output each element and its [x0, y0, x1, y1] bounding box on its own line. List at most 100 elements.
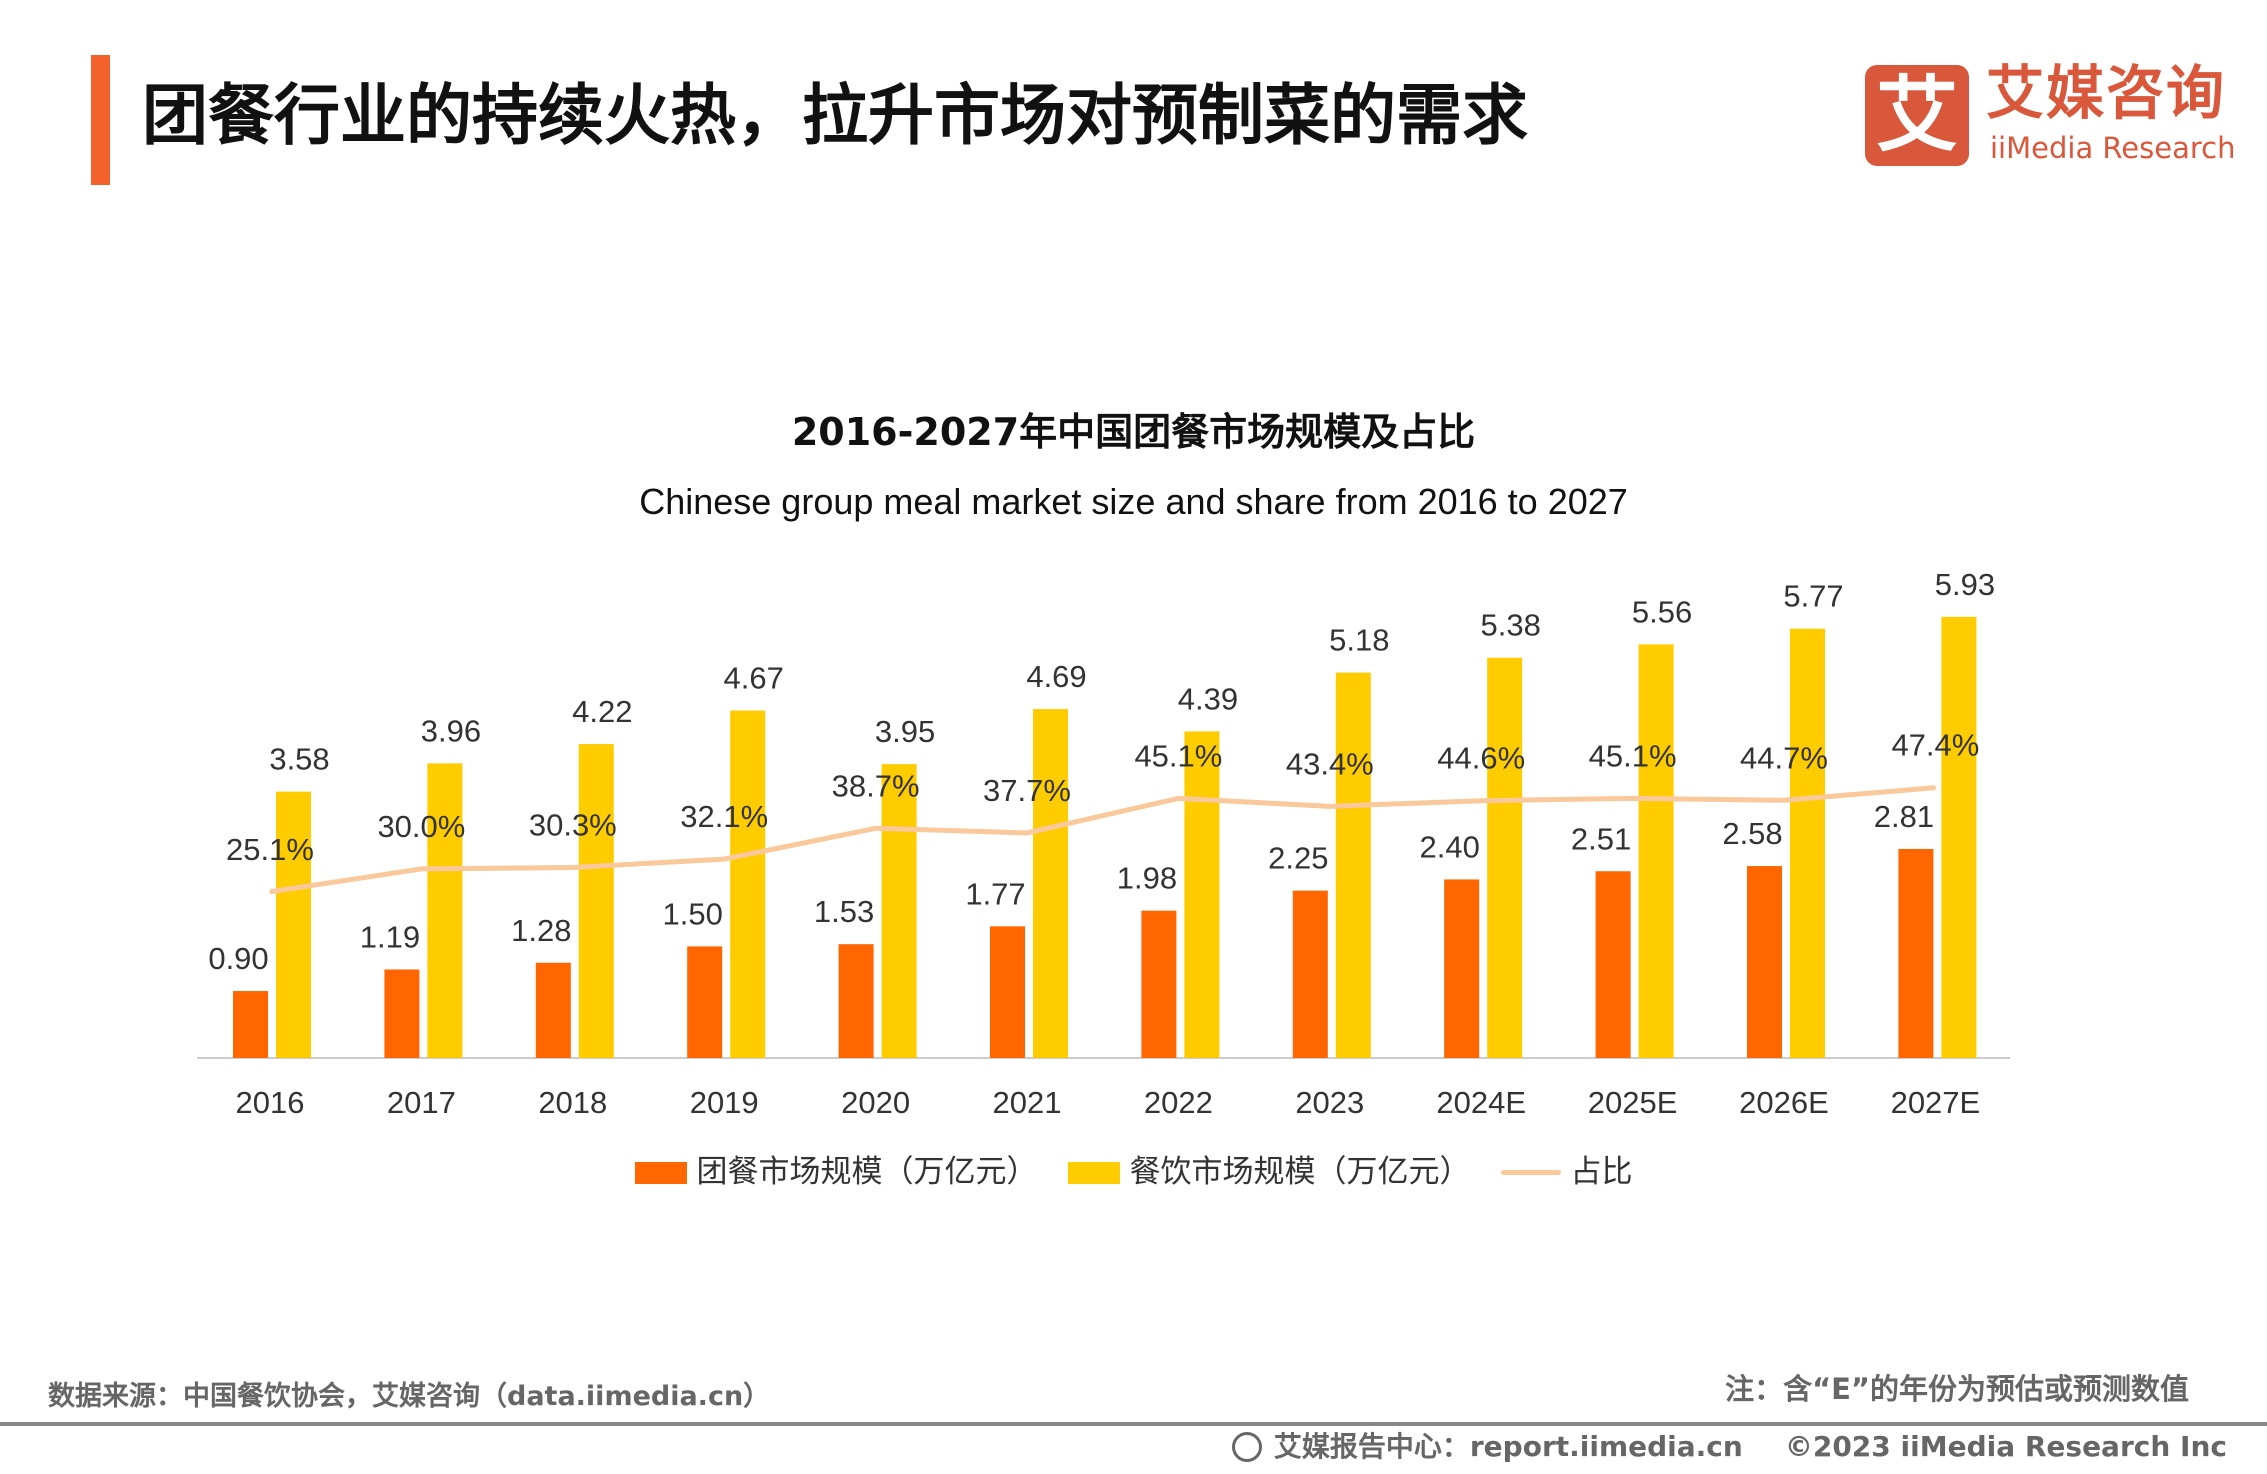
legend-label: 占比: [1570, 1154, 1633, 1190]
share-point: [420, 867, 423, 870]
data-label: 2.25: [1268, 841, 1328, 876]
legend: 团餐市场规模（万亿元） 餐饮市场规模（万亿元） 占比: [0, 1154, 2267, 1191]
legend-swatch: [634, 1161, 687, 1184]
logo-text-en: iiMedia Research: [1990, 131, 2236, 165]
legend-item-catering: 餐饮市场规模（万亿元）: [1067, 1154, 1471, 1191]
share-point: [571, 866, 574, 869]
share-point: [723, 858, 726, 861]
data-label: 3.58: [269, 742, 329, 777]
data-label: 5.93: [1935, 567, 1995, 602]
data-label: 4.22: [572, 694, 632, 729]
data-label: 1.28: [511, 913, 571, 948]
x-tick-label: 2017: [387, 1085, 456, 1120]
bar-group-meal: [1141, 910, 1177, 1058]
share-point: [1480, 799, 1483, 802]
data-label: 3.95: [875, 714, 935, 749]
bar-group-meal: [1898, 848, 1934, 1058]
bar-catering: [1184, 731, 1220, 1058]
share-point: [269, 890, 271, 893]
data-label: 4.39: [1178, 681, 1238, 716]
logo-mark: 艾: [1865, 65, 1969, 166]
data-label: 1.77: [965, 876, 1025, 911]
bar-group-meal: [384, 969, 420, 1058]
data-label: 1.50: [663, 896, 723, 931]
data-label: 4.67: [724, 661, 784, 696]
share-label: 25.1%: [226, 832, 314, 867]
share-label: 38.7%: [832, 768, 920, 803]
data-label: 1.19: [360, 919, 420, 954]
share-label: 43.4%: [1286, 746, 1374, 781]
share-label: 30.0%: [377, 809, 465, 844]
data-label: 2.58: [1722, 816, 1782, 851]
x-tick-label: 2025E: [1588, 1085, 1678, 1120]
bar-catering: [1790, 628, 1825, 1058]
footer: 艾媒报告中心：report.iimedia.cn ©2023 iiMedia R…: [1231, 1430, 2227, 1463]
share-label: 45.1%: [1589, 738, 1677, 773]
source-text: 数据来源：中国餐饮协会，艾媒咨询（data.iimedia.cn）: [48, 1381, 771, 1412]
data-label: 4.69: [1026, 659, 1086, 694]
footer-divider: [0, 1422, 2267, 1426]
title-accent-bar: [91, 55, 110, 185]
data-label: 5.56: [1632, 594, 1692, 629]
legend-label: 团餐市场规模（万亿元）: [696, 1154, 1038, 1190]
bar-catering: [1335, 672, 1371, 1058]
share-point: [1328, 805, 1331, 808]
note-text: 注：含“E”的年份为预估或预测数值: [1725, 1372, 2189, 1406]
bar-group-meal: [1595, 871, 1631, 1058]
share-point: [1177, 797, 1180, 800]
x-tick-label: 2024E: [1436, 1085, 1526, 1120]
share-label: 37.7%: [983, 773, 1071, 808]
page-title: 团餐行业的持续火热，拉升市场对预制菜的需求: [142, 77, 1528, 154]
share-label: 32.1%: [680, 799, 768, 834]
x-tick-label: 2021: [993, 1085, 1062, 1120]
data-label: 2.40: [1420, 829, 1480, 864]
bar-catering: [276, 791, 311, 1058]
bar-group-meal: [990, 926, 1025, 1058]
x-tick-label: 2016: [236, 1085, 305, 1120]
x-tick-label: 2019: [690, 1085, 759, 1120]
logo-text-cn: 艾媒咨询: [1986, 59, 2227, 127]
x-tick-label: 2027E: [1891, 1085, 1981, 1120]
share-label: 44.6%: [1437, 741, 1525, 776]
legend-item-group-meal: 团餐市场规模（万亿元）: [634, 1154, 1038, 1191]
bar-catering: [578, 744, 614, 1058]
x-tick-label: 2020: [841, 1085, 910, 1120]
share-line: [269, 785, 1936, 895]
bar-catering: [881, 764, 917, 1058]
share-point: [1934, 786, 1937, 789]
share-point: [1026, 831, 1028, 834]
report-link[interactable]: 艾媒报告中心：report.iimedia.cn: [1273, 1430, 1743, 1463]
bar-catering: [1941, 616, 1977, 1058]
x-tick-label: 2022: [1144, 1085, 1213, 1120]
bar-group-meal: [1292, 890, 1328, 1058]
legend-swatch: [1067, 1161, 1120, 1184]
share-point: [874, 827, 877, 830]
bar-catering: [1638, 644, 1674, 1058]
bar-group-meal: [838, 944, 874, 1058]
share-label: 44.7%: [1740, 740, 1828, 775]
share-label: 45.1%: [1134, 738, 1222, 773]
data-label: 5.77: [1783, 579, 1843, 614]
data-label: 5.18: [1329, 623, 1389, 658]
chart-title: 2016-2027年中国团餐市场规模及占比: [791, 410, 1476, 454]
bar-catering: [730, 710, 766, 1058]
copyright: ©2023 iiMedia Research Inc: [1784, 1430, 2227, 1463]
x-tick-label: 2018: [538, 1085, 607, 1120]
data-label: 0.90: [208, 941, 268, 976]
globe-icon: [1231, 1432, 1262, 1463]
bar-group-meal: [687, 946, 723, 1058]
data-label: 1.98: [1117, 861, 1177, 896]
share-label: 47.4%: [1891, 728, 1979, 763]
bar-catering: [427, 763, 463, 1058]
legend-label: 餐饮市场规模（万亿元）: [1129, 1154, 1471, 1190]
data-label: 5.38: [1481, 608, 1541, 643]
x-tick-label: 2023: [1295, 1085, 1364, 1120]
bar-catering: [1033, 709, 1068, 1058]
legend-item-share: 占比: [1500, 1154, 1633, 1191]
share-label: 30.3%: [529, 807, 617, 842]
share-point: [1631, 797, 1634, 800]
chart-subtitle: Chinese group meal market size and share…: [639, 481, 1628, 522]
bar-group-meal: [535, 962, 571, 1058]
data-label: 2.81: [1874, 799, 1934, 834]
